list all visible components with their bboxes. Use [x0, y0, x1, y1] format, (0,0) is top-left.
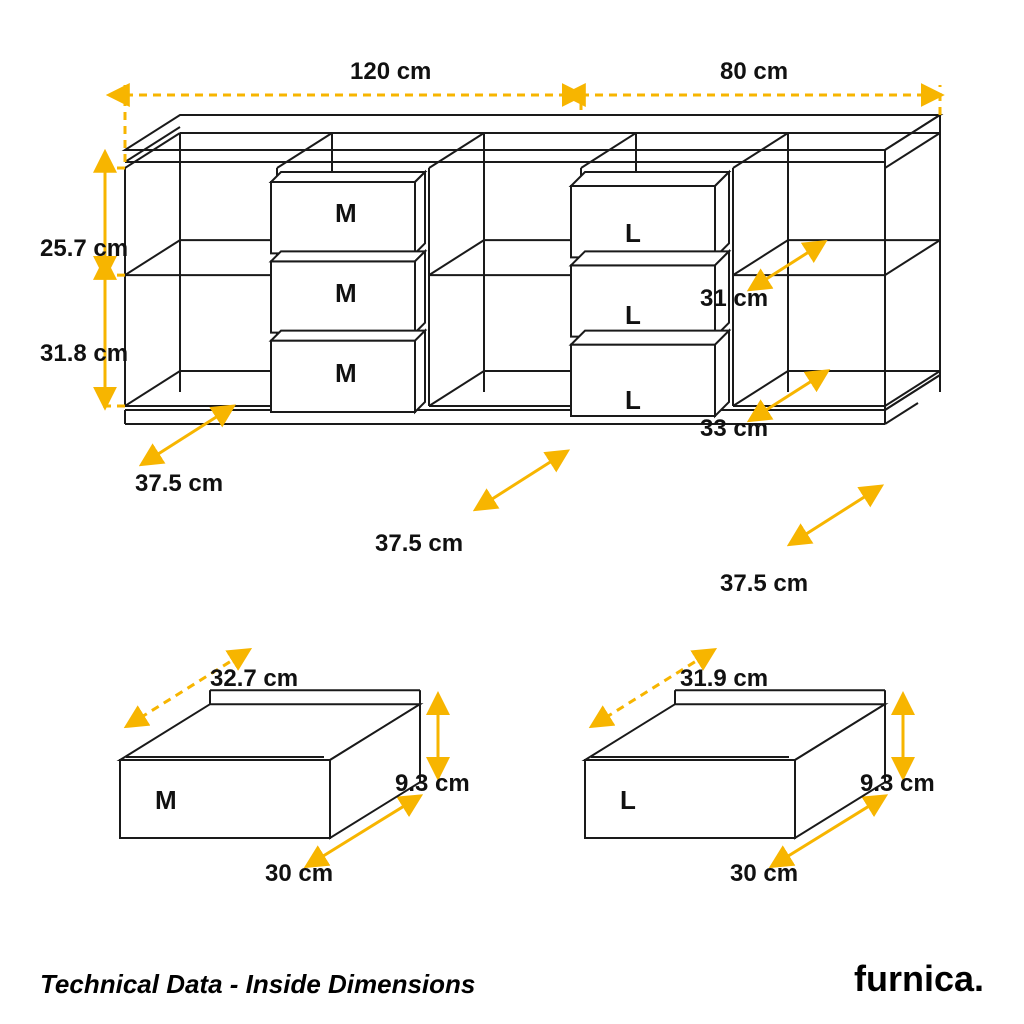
- tag-l-3: L: [625, 385, 641, 416]
- tag-m-3: M: [335, 358, 357, 389]
- tag-m-1: M: [335, 198, 357, 229]
- dim-depth-col5: 37.5 cm: [720, 570, 808, 598]
- dim-top-right: 80 cm: [720, 58, 788, 86]
- tagline: Technical Data - Inside Dimensions: [40, 969, 475, 1000]
- dim-top-left: 120 cm: [350, 58, 431, 86]
- drawer-l-width: 31.9 cm: [680, 665, 768, 693]
- tag-l-1: L: [625, 218, 641, 249]
- drawer-l-height: 9.3 cm: [860, 770, 935, 798]
- dim-shelf-depth: 31 cm: [700, 285, 768, 313]
- dim-height-upper: 25.7 cm: [40, 235, 128, 263]
- dim-base-depth: 33 cm: [700, 415, 768, 443]
- drawer-m-tag: M: [155, 785, 177, 816]
- footer: Technical Data - Inside Dimensions furni…: [0, 960, 1024, 1000]
- tag-m-2: M: [335, 278, 357, 309]
- drawer-m-height: 9.3 cm: [395, 770, 470, 798]
- drawer-l-depth: 30 cm: [730, 860, 798, 888]
- drawing-svg: [0, 0, 1024, 1024]
- tag-l-2: L: [625, 300, 641, 331]
- drawer-m-width: 32.7 cm: [210, 665, 298, 693]
- brand-logo: furnica.: [854, 958, 984, 1000]
- drawer-m-depth: 30 cm: [265, 860, 333, 888]
- dim-depth-col3: 37.5 cm: [375, 530, 463, 558]
- dim-depth-col1: 37.5 cm: [135, 470, 223, 498]
- dim-height-lower: 31.8 cm: [40, 340, 128, 368]
- drawer-l-tag: L: [620, 785, 636, 816]
- technical-drawing: 120 cm 80 cm 25.7 cm 31.8 cm 37.5 cm 37.…: [0, 0, 1024, 1024]
